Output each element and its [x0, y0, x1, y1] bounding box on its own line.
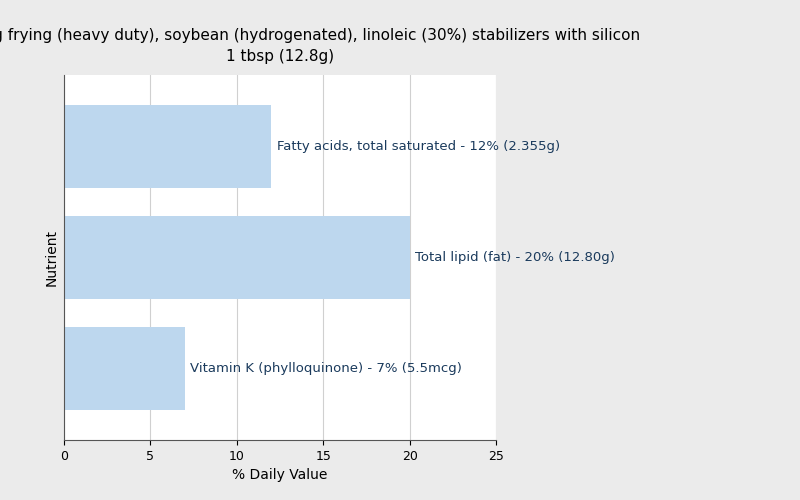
Bar: [64, 326, 185, 409]
Y-axis label: Nutrient: Nutrient: [45, 229, 58, 286]
Title: Shortening frying (heavy duty), soybean (hydrogenated), linoleic (30%) stabilize: Shortening frying (heavy duty), soybean …: [0, 28, 641, 64]
Text: Fatty acids, total saturated - 12% (2.355g): Fatty acids, total saturated - 12% (2.35…: [277, 140, 560, 153]
Bar: [64, 216, 410, 299]
Text: Vitamin K (phylloquinone) - 7% (5.5mcg): Vitamin K (phylloquinone) - 7% (5.5mcg): [190, 362, 462, 374]
Text: Total lipid (fat) - 20% (12.80g): Total lipid (fat) - 20% (12.80g): [414, 251, 614, 264]
X-axis label: % Daily Value: % Daily Value: [232, 468, 328, 482]
Bar: [64, 106, 271, 188]
